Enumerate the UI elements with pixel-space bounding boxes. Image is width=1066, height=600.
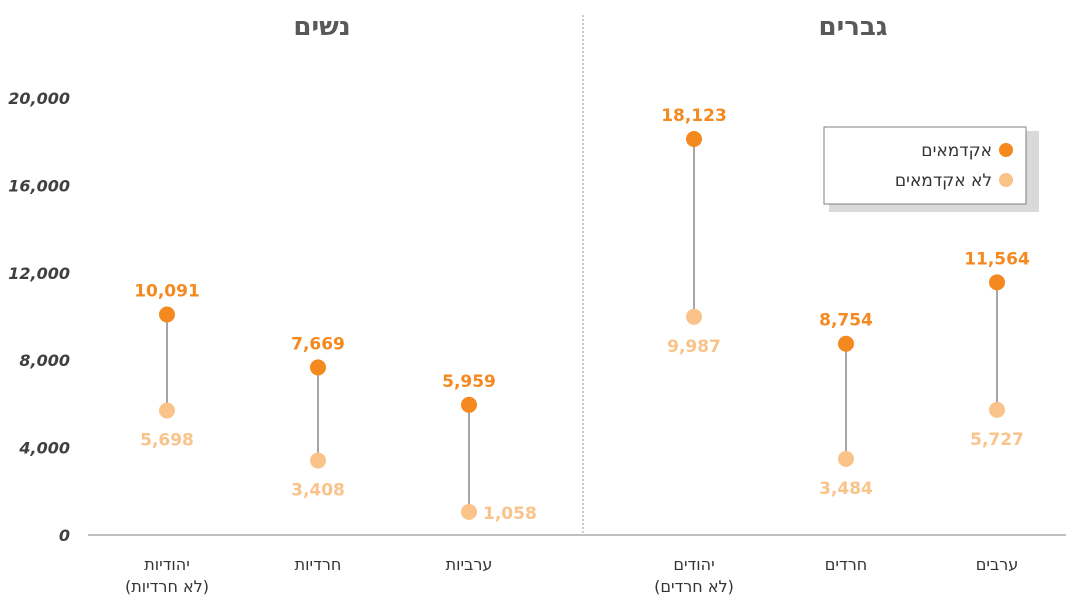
y-tick-label: 4,000 xyxy=(18,439,70,458)
academic-point xyxy=(310,359,326,376)
legend-marker xyxy=(999,143,1013,157)
academic-value-label: 8,754 xyxy=(819,311,873,331)
non-academic-value-label: 5,727 xyxy=(970,430,1024,450)
non-academic-point xyxy=(686,308,702,325)
academic-point xyxy=(989,274,1005,291)
non-academic-point xyxy=(159,402,175,419)
non-academic-point xyxy=(310,452,326,469)
non-academic-point xyxy=(838,450,854,467)
category-label: ערבים xyxy=(976,555,1019,574)
non-academic-point xyxy=(461,503,477,520)
non-academic-value-label: 3,484 xyxy=(819,479,873,499)
non-academic-value-label: 9,987 xyxy=(667,337,721,357)
category-label: (לא חרדים) xyxy=(654,577,734,596)
y-tick-label: 0 xyxy=(59,526,70,545)
legend-marker xyxy=(999,173,1013,187)
academic-point xyxy=(686,131,702,148)
academic-value-label: 5,959 xyxy=(442,372,496,392)
legend-label: אקדמאים xyxy=(921,141,992,161)
y-tick-label: 12,000 xyxy=(8,264,70,283)
panel-title: נשים xyxy=(293,12,350,42)
academic-point xyxy=(159,306,175,323)
y-tick-label: 8,000 xyxy=(19,351,70,370)
y-tick-label: 16,000 xyxy=(8,176,70,195)
legend-label: לא אקדמאים xyxy=(895,171,992,191)
non-academic-point xyxy=(989,401,1005,418)
academic-point xyxy=(461,396,477,413)
panel-title: גברים xyxy=(819,12,888,42)
category-label: (לא חרדיות) xyxy=(125,577,209,596)
y-tick-label: 20,000 xyxy=(8,89,70,108)
academic-point xyxy=(838,335,854,352)
category-label: ערביות xyxy=(446,555,493,574)
category-label: יהודיות xyxy=(144,555,190,574)
category-label: חרדיות xyxy=(295,555,342,574)
academic-value-label: 7,669 xyxy=(291,334,345,354)
academic-value-label: 18,123 xyxy=(661,106,727,126)
non-academic-value-label: 3,408 xyxy=(291,481,345,501)
category-label: יהודים xyxy=(673,555,714,574)
academic-value-label: 10,091 xyxy=(134,282,200,302)
non-academic-value-label: 1,058 xyxy=(483,504,537,524)
category-label: חרדים xyxy=(825,555,867,574)
legend: אקדמאים לא אקדמאים xyxy=(823,126,1039,212)
non-academic-value-label: 5,698 xyxy=(140,430,194,450)
legend-box xyxy=(823,126,1027,205)
academic-value-label: 11,564 xyxy=(964,249,1030,269)
